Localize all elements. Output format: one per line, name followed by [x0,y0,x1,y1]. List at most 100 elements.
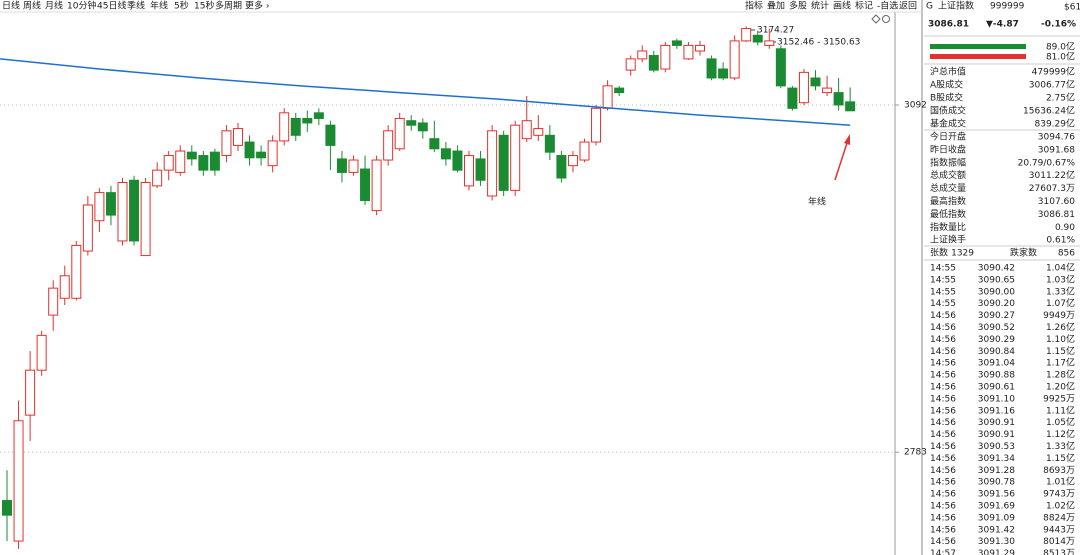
annotation: 3152.46 - 3150.63 [777,38,860,48]
candle-body [718,68,729,79]
tick-time: 14:55 [930,299,956,309]
candle-body [464,155,474,187]
candle-body [822,87,833,94]
stat-value: 3086.81 [1038,210,1075,220]
candle-body [833,92,844,106]
toolbar-tab[interactable]: 5秒 [174,0,189,12]
tick-volume: 8513万 [1043,549,1075,555]
candle-body [637,50,648,60]
candle-body [186,151,197,160]
candle-body [256,151,267,159]
candle-body [313,112,324,119]
annotation-arrow [834,139,849,181]
y-tick-label: 2783 [904,448,927,458]
stat-value: 3011.22亿 [1029,169,1075,181]
candle-body [163,155,174,171]
candle-body [129,179,140,242]
candle-body [614,87,625,94]
tick-price: 3090.91 [978,430,1015,440]
icon-diamond[interactable] [871,14,881,24]
toolbar-tab[interactable]: 10分钟 [67,0,96,12]
tick-volume: 1.11亿 [1046,404,1075,416]
stat-label: 指数振幅 [930,156,966,168]
tick-volume: 1.01亿 [1046,476,1075,488]
tick-time: 14:56 [930,323,956,333]
tick-price: 3090.29 [978,335,1015,345]
tick-price: 3091.56 [978,490,1015,500]
toolbar-button[interactable]: 画线 [833,0,851,12]
stat-label: 最高指数 [930,195,966,207]
candle-body [417,122,428,132]
toolbar-button[interactable]: 标记 [855,0,873,12]
tick-price: 3090.42 [978,264,1015,274]
index-tag: $61 [1064,3,1080,13]
toolbar-tab[interactable]: 45日线 [97,0,126,12]
tick-volume: 8824万 [1043,513,1075,523]
tick-price: 3090.27 [978,311,1015,321]
toolbar-tab[interactable]: 周线 [23,0,41,12]
stat-label: 总成交额 [930,169,966,181]
candle-body [602,85,613,109]
candle-body [498,134,509,191]
tick-price: 3090.88 [978,371,1015,381]
toolbar-tab[interactable]: 季线 [127,0,145,12]
tick-price: 3090.91 [978,418,1015,428]
tick-volume: 1.20亿 [1046,381,1075,393]
toolbar-tab[interactable]: 15秒 [194,0,214,12]
candle-body [695,44,705,52]
candle-body [625,58,636,71]
y-tick-label: 3092 [904,100,927,110]
sell-bar [930,54,1026,59]
toolbar-button[interactable]: -自选 [877,0,898,12]
stat-label: 指数量比 [930,221,966,233]
candle-body [25,369,36,416]
candle-body [752,34,763,43]
market-label: A股成交 [930,79,963,91]
tick-time: 14:56 [930,490,956,500]
toolbar-tab[interactable]: 更多 › [245,0,269,12]
tick-price: 3091.16 [978,406,1015,416]
stat-value: 3094.76 [1038,133,1075,143]
candle-body [336,158,347,173]
tick-volume: 9925万 [1043,394,1075,404]
toolbar-tab[interactable]: 月线 [45,0,63,12]
tick-price: 3090.20 [978,299,1015,309]
candle-body [325,124,336,146]
candle-body [706,58,717,79]
toolbar-button[interactable]: 多股 [789,0,807,12]
last-price: 3086.81 [928,20,969,30]
breadth-label: 张数 [930,247,948,259]
icon-circle[interactable] [882,15,890,23]
candle-body [48,287,59,316]
index-code: 999999 [990,2,1025,12]
stat-label: 上证换手 [930,234,966,246]
toolbar-tab[interactable]: 日线 [2,0,20,12]
candle-body [798,71,809,104]
tick-time: 14:56 [930,454,956,464]
tick-volume: 1.33亿 [1046,285,1075,297]
tick-price: 3090.61 [978,383,1015,393]
tick-time: 14:55 [930,287,956,297]
toolbar-button[interactable]: 叠加 [767,1,785,12]
toolbar-button[interactable]: 指标 [745,0,763,12]
toolbar-button[interactable]: 返回 [899,0,917,12]
bar-value: 89.0亿 [1046,41,1075,53]
stat-label: 最低指数 [930,208,966,220]
candle-body [117,182,128,242]
toolbar-button[interactable]: 统计 [811,0,829,12]
toolbar-tab[interactable]: 年线 [150,0,168,12]
candle-body [140,182,151,257]
stat-label: 总成交量 [930,182,966,194]
candle-body [591,107,602,143]
tick-time: 14:56 [930,347,956,357]
market-label: 沪总市值 [930,66,966,78]
toolbar-tab[interactable]: 多周期 [215,0,242,12]
stat-value: 0.90 [1055,223,1075,233]
tick-volume: 9743万 [1043,490,1075,500]
candle-body [371,159,382,212]
annotation: 年线 [808,196,826,208]
tick-time: 14:56 [930,513,956,523]
tick-time: 14:56 [930,311,956,321]
candle-body [279,112,290,142]
market-value: 2.75亿 [1046,92,1075,104]
